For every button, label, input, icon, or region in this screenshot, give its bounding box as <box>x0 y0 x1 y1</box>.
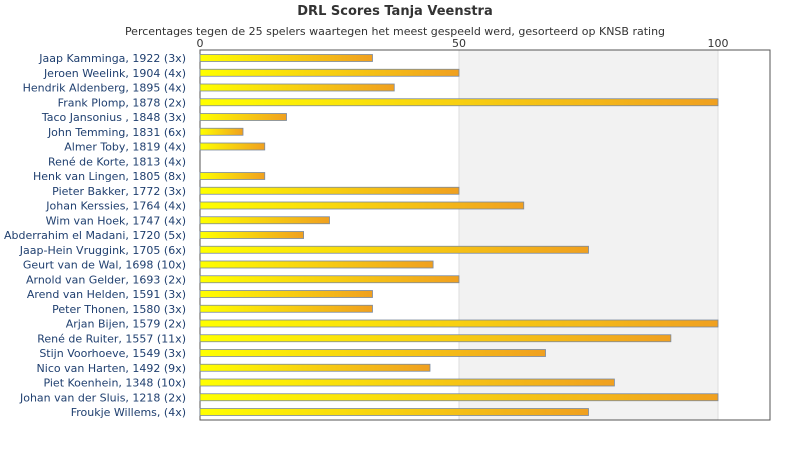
bar <box>199 245 589 254</box>
category-label: Piet Koenhein, 1348 (10x) <box>43 377 186 390</box>
category-label: Wim van Hoek, 1747 (4x) <box>46 214 186 227</box>
bar <box>199 83 395 92</box>
bar <box>199 186 460 195</box>
category-label: René de Korte, 1813 (4x) <box>48 155 186 168</box>
category-label: Arnold van Gelder, 1693 (2x) <box>26 273 186 286</box>
category-label: Johan Kerssies, 1764 (4x) <box>45 200 186 213</box>
bar <box>199 290 373 298</box>
category-label: Geurt van de Wal, 1698 (10x) <box>23 259 186 272</box>
category-label: Froukje Willems, (4x) <box>71 406 186 419</box>
category-label: Abderrahim el Madani, 1720 (5x) <box>4 229 186 242</box>
bar <box>199 275 460 284</box>
bar <box>199 113 287 121</box>
category-label: Nico van Harten, 1492 (9x) <box>37 362 186 375</box>
bar <box>199 334 672 343</box>
category-label: Arjan Bijen, 1579 (2x) <box>66 318 186 331</box>
bar <box>199 172 266 180</box>
category-label: Almer Toby, 1819 (4x) <box>64 141 186 154</box>
bar <box>199 98 719 107</box>
x-tick-label: 50 <box>452 37 466 50</box>
category-label: Stijn Voorhoeve, 1549 (3x) <box>39 347 186 360</box>
category-label: Frank Plomp, 1878 (2x) <box>58 96 186 109</box>
category-label: Hendrik Aldenberg, 1895 (4x) <box>23 82 186 95</box>
x-tick-labels: 0 50 100 <box>197 37 729 50</box>
bar <box>199 54 373 62</box>
x-tick-label: 100 <box>708 37 729 50</box>
category-label: Arend van Helden, 1591 (3x) <box>27 288 186 301</box>
bar <box>199 68 460 77</box>
category-label: Jeroen Weelink, 1904 (4x) <box>43 67 186 80</box>
chart-title: DRL Scores Tanja Veenstra <box>297 4 493 19</box>
bar <box>199 231 304 239</box>
bar <box>199 408 589 416</box>
category-label: Peter Thonen, 1580 (3x) <box>52 303 186 316</box>
plot-band <box>459 50 718 420</box>
category-label: Taco Jansonius , 1848 (3x) <box>41 111 186 124</box>
category-labels: Jaap Kamminga, 1922 (3x) Jeroen Weelink, … <box>4 52 186 419</box>
bar <box>199 363 431 372</box>
bars <box>199 54 719 416</box>
category-label: Johan van der Sluis, 1218 (2x) <box>19 391 186 404</box>
chart-subtitle: Percentages tegen de 25 spelers waartege… <box>124 25 666 38</box>
category-label: John Temming, 1831 (6x) <box>47 126 186 139</box>
bar <box>199 304 373 313</box>
bar <box>199 216 330 225</box>
bar <box>199 260 434 269</box>
bar <box>199 393 719 402</box>
bar <box>199 127 244 136</box>
bar <box>199 319 719 328</box>
category-label: Jaap-Hein Vruggink, 1705 (6x) <box>19 244 186 257</box>
category-label: René de Ruiter, 1557 (11x) <box>37 332 186 345</box>
bar <box>199 142 266 151</box>
bar <box>199 201 525 210</box>
category-label: Henk van Lingen, 1805 (8x) <box>33 170 186 183</box>
category-label: Jaap Kamminga, 1922 (3x) <box>38 52 186 65</box>
category-label: Pieter Bakker, 1772 (3x) <box>52 185 186 198</box>
x-tick-label: 0 <box>197 37 204 50</box>
bar <box>199 378 615 387</box>
bar <box>199 349 546 357</box>
